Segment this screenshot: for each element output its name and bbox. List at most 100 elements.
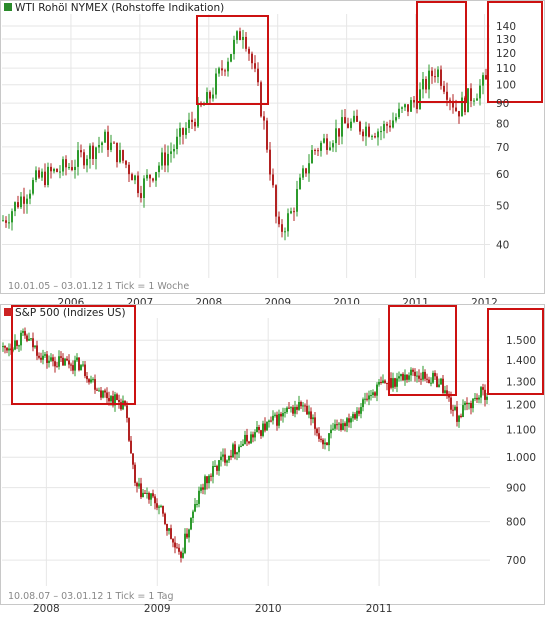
y-tick-label: 70 (496, 142, 509, 154)
candle-body (322, 439, 324, 445)
candle-body (152, 493, 154, 497)
candle-body (4, 346, 6, 348)
candle-body (254, 432, 256, 438)
candle-body (86, 376, 88, 380)
candle-body (426, 378, 428, 380)
candle-body (348, 418, 350, 423)
candle-body (222, 454, 224, 457)
candle-body (119, 150, 121, 163)
candle-body (38, 355, 40, 358)
candle-body (332, 143, 334, 148)
candle-body (196, 503, 198, 505)
highlight-box (487, 308, 544, 395)
candle-body (8, 222, 10, 224)
candle-body (41, 171, 43, 178)
candle-body (176, 547, 178, 549)
candle-body (17, 202, 19, 208)
y-tick-label: 40 (496, 239, 509, 251)
candle-body (54, 361, 56, 367)
y-tick-label: 1.500 (506, 335, 536, 347)
candle-body (359, 121, 361, 132)
candle-body (362, 399, 364, 408)
candle-body (485, 75, 487, 80)
candle-body (314, 417, 316, 429)
candle-body (89, 145, 91, 159)
candle-body (250, 434, 252, 444)
candle-body (264, 423, 266, 431)
y-tick-label: 900 (506, 483, 526, 495)
candle-body (122, 150, 124, 161)
candle-body (354, 414, 356, 419)
candle-body (395, 117, 397, 121)
candle-body (326, 138, 328, 150)
candle-body (210, 475, 212, 477)
candle-body (172, 538, 174, 543)
candle-body (83, 152, 85, 166)
candle-body (47, 166, 49, 186)
candle-body (100, 390, 102, 398)
candle-body (26, 198, 28, 204)
y-tick-label: 50 (496, 201, 509, 213)
sp500-legend-swatch (4, 308, 12, 316)
candle-body (218, 460, 220, 471)
candle-body (197, 102, 199, 127)
highlight-box (416, 1, 467, 103)
candle-body (138, 483, 140, 487)
candle-body (320, 142, 322, 151)
candle-body (268, 420, 270, 422)
wti-highlight-boxes (196, 1, 543, 105)
candle-body (184, 533, 186, 553)
candle-body (191, 119, 193, 122)
candle-body (64, 358, 66, 366)
candle-body (378, 382, 380, 385)
candle-body (140, 193, 142, 198)
candle-body (88, 379, 90, 383)
candle-body (221, 68, 223, 71)
sp500-x-axis: 2008 2009 2010 2011 (33, 603, 392, 615)
y-tick-label: 130 (496, 34, 516, 46)
candle-body (120, 402, 122, 410)
candle-body (470, 88, 472, 102)
candle-body (132, 453, 134, 465)
candle-body (410, 100, 412, 112)
candle-body (60, 356, 62, 358)
candle-body (220, 456, 222, 461)
candle-body (335, 128, 337, 144)
candle-body (386, 124, 388, 126)
candle-body (376, 384, 378, 396)
candle-body (130, 440, 132, 454)
candle-body (308, 163, 310, 174)
candle-body (314, 149, 316, 151)
candle-body (478, 397, 480, 400)
candle-body (113, 142, 115, 144)
candle-body (94, 379, 96, 390)
candle-body (455, 107, 457, 112)
candle-body (62, 357, 64, 366)
candle-body (308, 411, 310, 415)
candle-body (296, 189, 298, 212)
candle-body (332, 428, 334, 430)
candle-body (486, 396, 488, 400)
candle-body (274, 414, 276, 416)
candle-body (62, 159, 64, 172)
candle-body (302, 168, 304, 178)
candle-body (72, 365, 74, 371)
candle-body (239, 31, 241, 40)
candle-body (56, 366, 58, 368)
candle-body (413, 100, 415, 103)
candle-body (234, 444, 236, 455)
candle-body (164, 513, 166, 524)
candle-body (482, 75, 484, 86)
candle-body (32, 180, 34, 194)
candle-body (134, 175, 136, 181)
candle-body (356, 410, 358, 419)
candle-body (38, 170, 40, 178)
candle-body (428, 379, 430, 383)
candle-body (200, 487, 202, 491)
candle-body (466, 402, 468, 405)
candle-body (326, 442, 328, 446)
candle-body (28, 338, 30, 341)
candle-body (226, 460, 228, 463)
candle-body (131, 174, 133, 181)
candle-body (270, 420, 272, 422)
